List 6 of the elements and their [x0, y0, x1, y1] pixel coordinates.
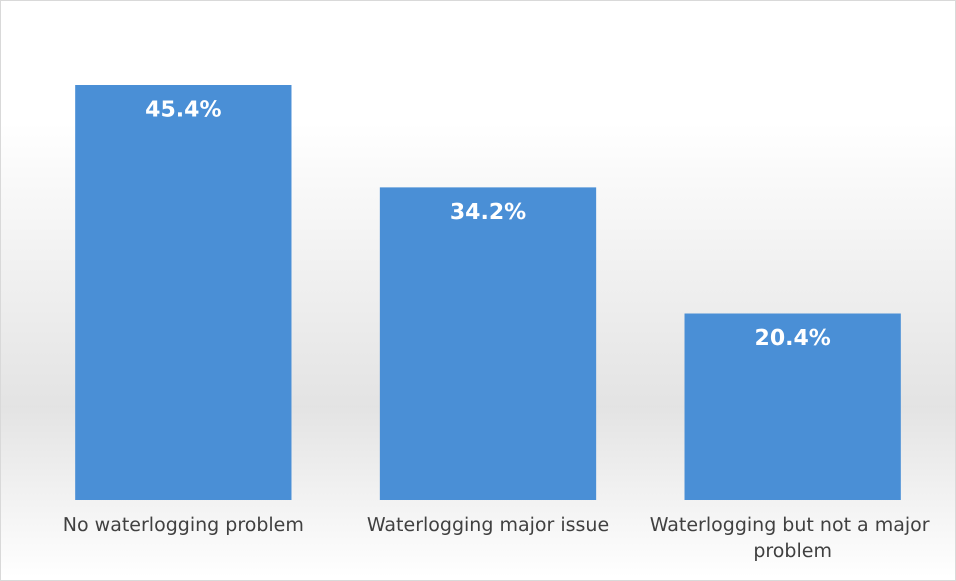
- x-tick-label: No waterlogging problem: [62, 514, 304, 536]
- data-label: 34.2%: [450, 200, 526, 225]
- x-tick-label: Waterlogging major issue: [366, 514, 610, 536]
- x-tick-label: Waterlogging but not a major problem: [650, 514, 936, 562]
- data-label: 20.4%: [754, 326, 831, 352]
- data-label: 45.4%: [145, 98, 222, 122]
